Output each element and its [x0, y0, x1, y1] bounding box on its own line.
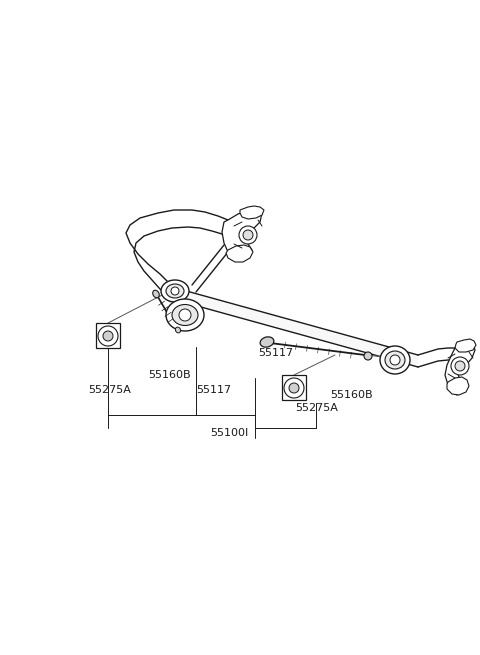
Text: 55100I: 55100I [210, 428, 248, 438]
Text: 55275A: 55275A [88, 385, 131, 395]
Text: 55117: 55117 [258, 348, 293, 358]
Circle shape [243, 230, 253, 240]
Ellipse shape [166, 284, 184, 298]
Polygon shape [226, 245, 253, 262]
Circle shape [455, 361, 465, 371]
Ellipse shape [175, 327, 180, 333]
Circle shape [103, 331, 113, 341]
Polygon shape [222, 208, 262, 260]
Ellipse shape [364, 352, 372, 360]
Ellipse shape [166, 299, 204, 331]
Text: 55117: 55117 [196, 385, 231, 395]
Polygon shape [445, 342, 475, 395]
Polygon shape [455, 339, 476, 352]
Circle shape [289, 383, 299, 393]
Circle shape [171, 287, 179, 295]
Text: 55160B: 55160B [148, 370, 191, 380]
Circle shape [451, 357, 469, 375]
Text: 55275A: 55275A [295, 403, 338, 413]
Circle shape [390, 355, 400, 365]
Text: 55160B: 55160B [330, 390, 372, 400]
Ellipse shape [380, 346, 410, 374]
Circle shape [239, 226, 257, 244]
Circle shape [284, 378, 304, 398]
Circle shape [98, 326, 118, 346]
Ellipse shape [385, 351, 405, 369]
Ellipse shape [172, 305, 198, 326]
Polygon shape [282, 375, 306, 400]
Polygon shape [96, 323, 120, 348]
Ellipse shape [153, 290, 159, 298]
Polygon shape [240, 206, 264, 219]
Ellipse shape [260, 337, 274, 347]
Polygon shape [172, 287, 418, 367]
Ellipse shape [161, 280, 189, 302]
Polygon shape [447, 377, 469, 395]
Circle shape [179, 309, 191, 321]
